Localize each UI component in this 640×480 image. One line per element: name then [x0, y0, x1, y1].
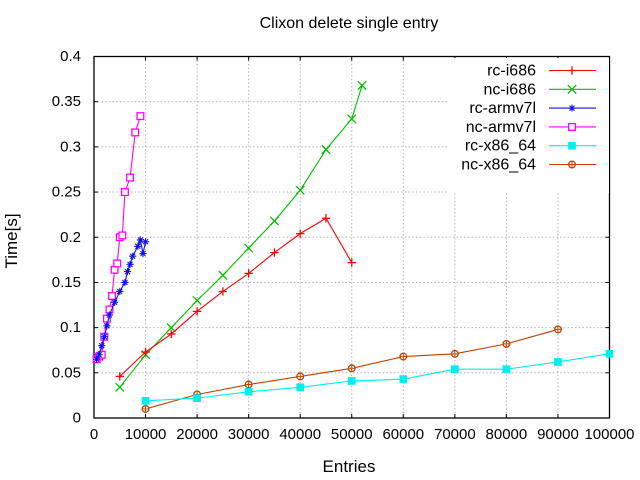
svg-text:rc-i686: rc-i686: [487, 63, 536, 80]
svg-text:Time[s]: Time[s]: [2, 213, 21, 268]
svg-text:Clixon delete single entry: Clixon delete single entry: [260, 15, 439, 32]
svg-text:90000: 90000: [537, 426, 579, 443]
svg-text:0.4: 0.4: [60, 48, 81, 65]
svg-text:0: 0: [73, 410, 81, 427]
svg-text:60000: 60000: [382, 426, 424, 443]
svg-text:nc-x86_64: nc-x86_64: [461, 157, 536, 174]
svg-text:0.15: 0.15: [52, 274, 81, 291]
svg-text:rc-x86_64: rc-x86_64: [465, 138, 536, 155]
svg-text:0.3: 0.3: [60, 138, 81, 155]
svg-text:nc-i686: nc-i686: [484, 81, 537, 98]
svg-text:0.25: 0.25: [52, 184, 81, 201]
svg-text:Entries: Entries: [323, 457, 376, 476]
svg-text:100000: 100000: [584, 426, 634, 443]
svg-text:30000: 30000: [228, 426, 270, 443]
svg-text:nc-armv7l: nc-armv7l: [466, 119, 536, 136]
svg-text:0.2: 0.2: [60, 229, 81, 246]
svg-text:80000: 80000: [486, 426, 528, 443]
svg-text:rc-armv7l: rc-armv7l: [469, 100, 536, 117]
svg-text:40000: 40000: [279, 426, 321, 443]
svg-text:70000: 70000: [434, 426, 476, 443]
svg-text:0.1: 0.1: [60, 319, 81, 336]
svg-text:10000: 10000: [125, 426, 167, 443]
svg-text:20000: 20000: [176, 426, 218, 443]
svg-text:0.35: 0.35: [52, 93, 81, 110]
svg-text:0.05: 0.05: [52, 364, 81, 381]
svg-text:50000: 50000: [331, 426, 373, 443]
svg-text:0: 0: [90, 426, 98, 443]
